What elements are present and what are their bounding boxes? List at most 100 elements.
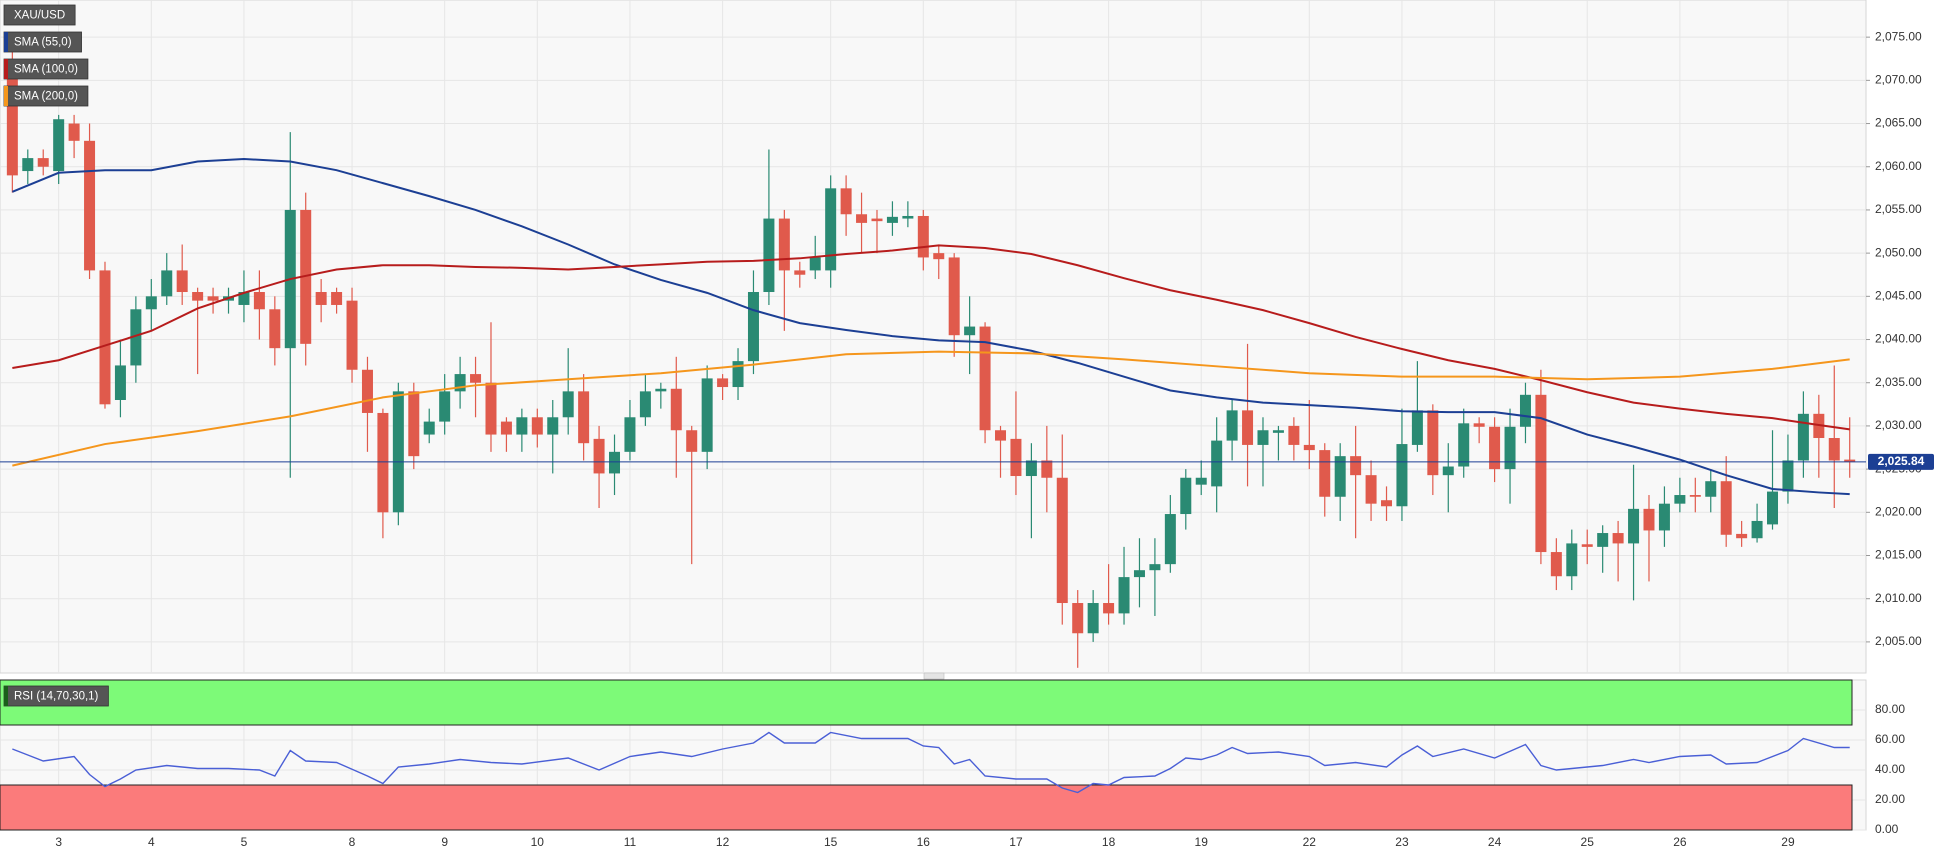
last-price-box — [1868, 453, 1934, 470]
candle-body — [778, 218, 790, 271]
candle-body — [145, 296, 157, 310]
y-tick-label: 2,075.00 — [1875, 29, 1922, 43]
candle-body — [531, 417, 543, 435]
grid — [0, 0, 1866, 831]
candle-body — [238, 292, 250, 305]
candle-body — [1411, 410, 1423, 445]
candle-body — [408, 391, 420, 457]
y-tick-label: 2,015.00 — [1875, 548, 1922, 562]
legend-item: SMA (55,0) — [3, 31, 82, 53]
x-tick-label: 22 — [1303, 835, 1317, 849]
candle-body — [1319, 450, 1331, 497]
candle-body — [1242, 410, 1254, 445]
candle-body — [1149, 564, 1161, 571]
candle-body — [701, 378, 713, 452]
candle-body — [1720, 481, 1732, 535]
legend-box — [3, 4, 76, 26]
candle-body — [1211, 440, 1223, 487]
candle-body — [269, 309, 281, 349]
y-tick-label: 40.00 — [1875, 762, 1905, 776]
panel-resize-handle[interactable] — [923, 672, 945, 680]
candle-body — [717, 378, 729, 388]
candle-body — [1767, 491, 1779, 525]
y-tick-label: 2,060.00 — [1875, 159, 1922, 173]
candle-body — [1103, 603, 1115, 614]
candle-body — [1566, 543, 1578, 577]
candle-body — [948, 257, 960, 336]
candle-body — [485, 382, 497, 435]
y-tick-label: 0.00 — [1875, 822, 1899, 836]
candle-body — [22, 158, 34, 172]
candle-body — [377, 412, 389, 513]
candle-body — [1489, 426, 1501, 470]
candle-body — [253, 292, 265, 310]
candle-body — [995, 430, 1007, 441]
x-tick-label: 26 — [1673, 835, 1687, 849]
x-tick-label: 5 — [241, 835, 248, 849]
y-tick-label: 2,040.00 — [1875, 332, 1922, 346]
candle-body — [1658, 503, 1670, 531]
candle-body — [1458, 423, 1470, 467]
candle-body — [1257, 430, 1269, 445]
x-tick-label: 15 — [824, 835, 838, 849]
sma-line — [12, 350, 1850, 467]
x-tick-label: 9 — [441, 835, 448, 849]
candle-body — [1334, 456, 1346, 497]
candle-body — [1396, 444, 1408, 507]
candle-body — [1427, 410, 1439, 476]
candle-body — [825, 188, 837, 271]
y-tick-label: 2,070.00 — [1875, 73, 1922, 87]
candle-body — [1504, 426, 1516, 470]
candle-body — [68, 123, 80, 141]
rsi-zone — [0, 784, 1853, 831]
candle-body — [346, 300, 358, 370]
sma-line — [11, 157, 1850, 496]
candle-body — [1272, 430, 1284, 433]
y-tick-label: 2,045.00 — [1875, 288, 1922, 302]
candle-body — [1782, 460, 1794, 492]
y-tick-label: 2,020.00 — [1875, 504, 1922, 518]
candle-body — [917, 215, 929, 258]
candle-body — [315, 292, 327, 305]
candle-body — [1797, 413, 1809, 461]
legend-label: SMA (100,0) — [14, 64, 78, 76]
candle-body — [6, 63, 18, 176]
y-tick-label: 20.00 — [1875, 792, 1905, 806]
candle-body — [809, 257, 821, 271]
candle-body — [732, 361, 744, 388]
candle-body — [1133, 570, 1145, 578]
y-tick-label: 2,005.00 — [1875, 634, 1922, 648]
candle-body — [99, 270, 111, 405]
candle-body — [1164, 514, 1176, 565]
candle-body — [53, 119, 65, 172]
y-tick-label: 2,065.00 — [1875, 116, 1922, 130]
candle-body — [1195, 477, 1207, 485]
candle-body — [1612, 533, 1624, 544]
candle-body — [1689, 495, 1701, 497]
candle-body — [1736, 533, 1748, 539]
candle-body — [856, 214, 868, 223]
candle-body — [1087, 603, 1099, 634]
candle-body — [1519, 394, 1531, 427]
candle-body — [655, 388, 667, 392]
candle-body — [1844, 459, 1856, 462]
candle-body — [1828, 438, 1840, 461]
candle-body — [562, 391, 574, 418]
x-tick-label: 25 — [1581, 835, 1595, 849]
candle-body — [840, 188, 852, 215]
candle-body — [192, 292, 204, 301]
rsi-line — [12, 731, 1850, 794]
x-tick-label: 8 — [349, 835, 356, 849]
candle-body — [1072, 603, 1084, 634]
candle-body — [1118, 577, 1130, 614]
candle-body — [1674, 495, 1686, 504]
candle-body — [1643, 508, 1655, 531]
candle-body — [747, 292, 759, 362]
x-tick-label: 18 — [1102, 835, 1116, 849]
candle-body — [686, 430, 698, 452]
candle-body — [439, 391, 451, 422]
x-tick-label: 19 — [1195, 835, 1209, 849]
y-tick-label: 2,010.00 — [1875, 591, 1922, 605]
rsi-legend: RSI (14,70,30,1) — [3, 685, 109, 707]
